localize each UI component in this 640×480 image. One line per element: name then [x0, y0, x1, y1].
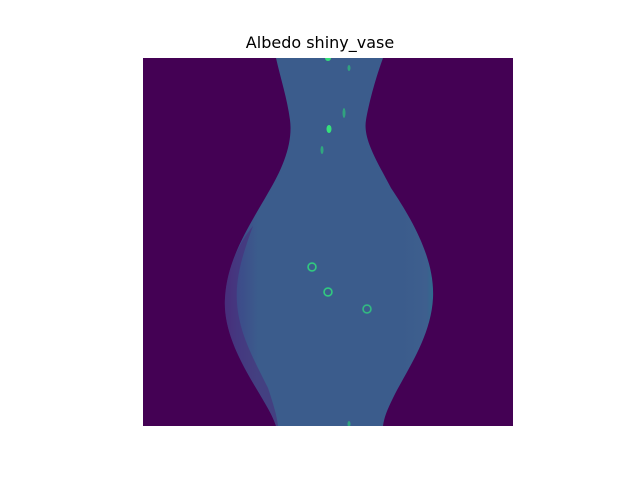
highlight-spot — [347, 421, 351, 426]
highlight-spot — [325, 58, 331, 61]
highlight-spot — [307, 262, 317, 272]
vase-body — [224, 58, 434, 426]
highlight-spot — [362, 304, 372, 314]
highlight-spot — [347, 65, 351, 71]
highlight-spot — [323, 287, 333, 297]
figure-title: Albedo shiny_vase — [245, 33, 395, 52]
albedo-image — [143, 58, 513, 426]
highlight-spot — [320, 146, 324, 154]
highlight-spot — [326, 125, 332, 133]
albedo-image-canvas — [143, 58, 513, 426]
highlight-spot — [342, 108, 346, 118]
vase-edge-shade — [224, 226, 278, 426]
